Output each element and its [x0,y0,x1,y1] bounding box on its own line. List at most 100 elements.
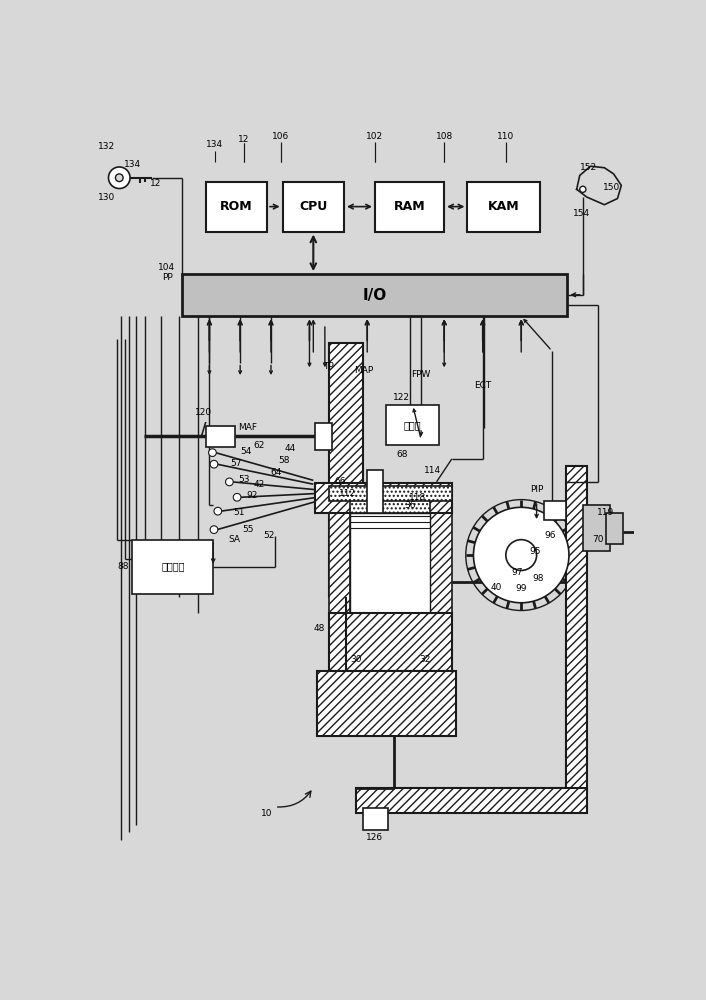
Bar [467,182,541,232]
Text: 130: 130 [98,192,116,202]
Bar [315,483,452,513]
Bar [315,423,332,450]
Text: 126: 126 [366,833,383,842]
Text: 95: 95 [530,547,541,556]
Text: 110: 110 [497,132,515,141]
Text: 154: 154 [573,209,590,218]
Text: 32: 32 [419,654,431,664]
Text: ECT: ECT [474,381,491,390]
Text: 53: 53 [238,475,250,484]
Text: 134: 134 [206,140,223,149]
Bar [205,182,267,232]
Bar [364,808,388,830]
Text: 66: 66 [335,477,346,486]
Text: I/O: I/O [363,288,387,303]
Text: 驱动器: 驱动器 [404,420,421,430]
Text: 150: 150 [604,183,621,192]
Circle shape [505,540,537,570]
Text: 12: 12 [239,135,250,144]
Bar [386,405,439,445]
Bar [113,339,621,848]
Text: 112: 112 [340,489,357,498]
Text: 99: 99 [515,584,527,593]
Bar [566,466,587,790]
Bar [583,505,610,551]
Bar [282,182,344,232]
Text: 108: 108 [436,132,453,141]
Bar [544,501,566,520]
Text: SA: SA [229,535,241,544]
Circle shape [109,167,130,189]
Circle shape [208,449,216,456]
Text: 52: 52 [264,531,275,540]
Bar [350,513,431,613]
Text: MAF: MAF [239,424,258,432]
Text: /: / [201,422,207,437]
Text: 48: 48 [313,624,325,633]
Text: 51: 51 [233,508,244,517]
Text: 44: 44 [285,444,296,453]
Bar [350,490,431,513]
Text: 104: 104 [158,263,176,272]
Text: 152: 152 [580,163,597,172]
Text: ROM: ROM [220,200,253,213]
Circle shape [214,507,222,515]
Bar [375,182,444,232]
Bar [182,162,571,297]
Bar [317,671,456,736]
Bar [329,513,350,613]
Text: PIP: PIP [530,485,544,494]
Text: 42: 42 [253,480,265,489]
Circle shape [580,186,586,192]
Text: 132: 132 [98,142,116,151]
Bar [182,274,568,316]
Text: 54: 54 [240,447,251,456]
Bar [431,513,452,613]
Text: 118: 118 [409,493,426,502]
Circle shape [115,174,123,182]
Text: 70: 70 [592,535,604,544]
Circle shape [210,460,218,468]
Text: 88: 88 [117,562,129,571]
Bar [132,540,213,594]
Bar [356,788,587,813]
Text: KAM: KAM [488,200,520,213]
Text: MAP: MAP [354,366,373,375]
Text: 98: 98 [532,574,544,583]
Text: 119: 119 [597,508,614,517]
Text: FPW: FPW [412,370,431,379]
Circle shape [210,526,218,533]
Text: RAM: RAM [394,200,426,213]
Text: 点火系统: 点火系统 [161,562,184,572]
Text: 36: 36 [404,500,415,510]
Circle shape [233,493,241,501]
Text: 12: 12 [150,179,161,188]
Text: 55: 55 [242,525,253,534]
Bar [329,343,364,597]
Text: 62: 62 [253,441,265,450]
Text: 106: 106 [273,132,289,141]
Text: 134: 134 [124,160,141,169]
Bar [606,513,623,544]
Text: CPU: CPU [299,200,328,213]
Bar [329,486,452,501]
Circle shape [225,478,233,486]
Text: 40: 40 [491,583,502,592]
Text: 58: 58 [278,456,289,465]
Bar [367,470,383,513]
Text: 122: 122 [393,393,410,402]
Text: 68: 68 [396,450,407,459]
Bar [205,426,235,447]
Text: 10: 10 [261,808,273,818]
Text: 102: 102 [366,132,383,141]
Text: 96: 96 [544,531,556,540]
Text: PP: PP [162,273,172,282]
Text: 64: 64 [270,468,282,477]
Text: 97: 97 [512,568,523,577]
Text: 114: 114 [424,466,441,475]
Text: 30: 30 [350,654,361,664]
Circle shape [474,507,569,603]
Text: 92: 92 [246,491,258,500]
Text: 57: 57 [231,459,242,468]
Text: 120: 120 [196,408,213,417]
